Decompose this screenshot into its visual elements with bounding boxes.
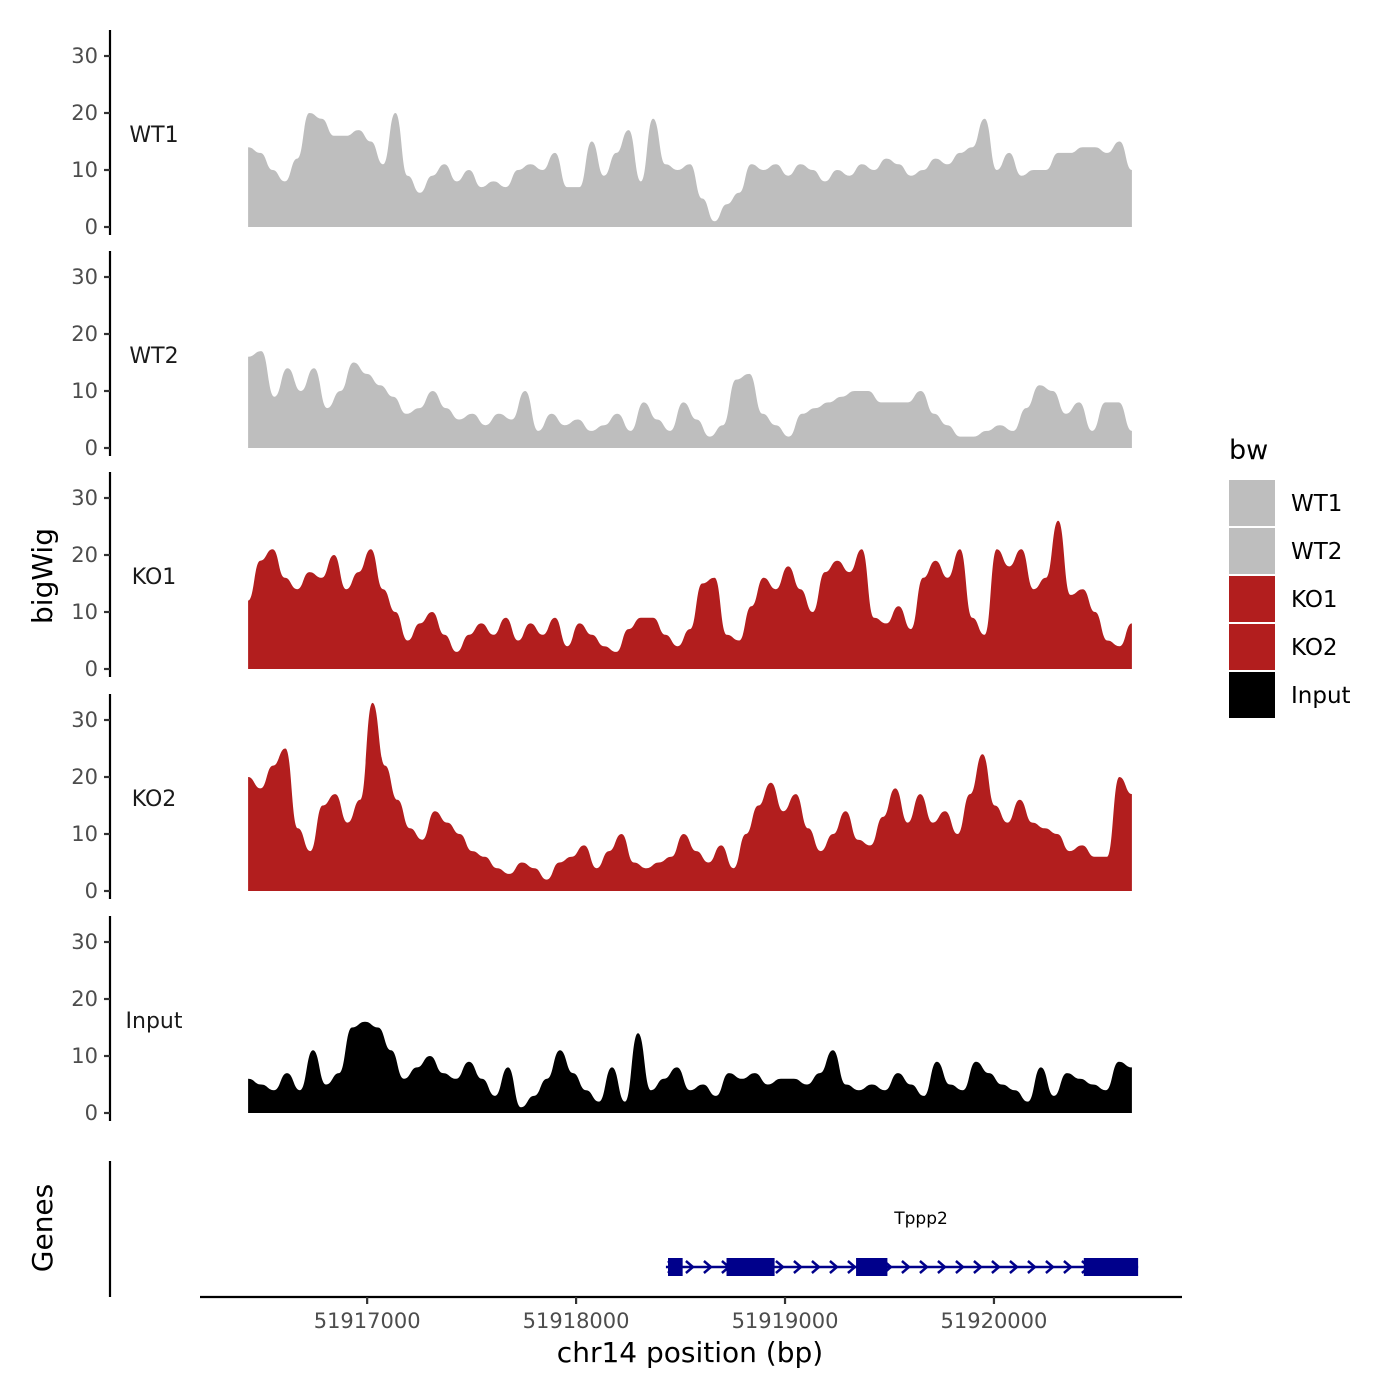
legend-label-input: Input (1291, 683, 1351, 709)
x-tick-label: 51919000 (732, 1309, 839, 1333)
x-axis-title: chr14 position (bp) (557, 1336, 823, 1369)
x-tick-label: 51918000 (523, 1309, 630, 1333)
strand-chevron-icon (703, 1260, 713, 1274)
y-tick-label: 30 (71, 486, 98, 510)
y-tick-label: 20 (71, 543, 98, 567)
strand-chevron-icon (775, 1260, 785, 1274)
gene-exon (1083, 1258, 1139, 1276)
track-label-wt2: WT2 (129, 344, 178, 369)
track-wt1: 0 10 20 30 WT1 (71, 30, 1132, 239)
legend-key-ko2 (1229, 624, 1275, 670)
y-axis-title: bigWig (26, 528, 59, 624)
y-tick-label: 0 (85, 1101, 98, 1125)
legend-title: bw (1229, 435, 1268, 466)
track-ko2: 0 10 20 30 KO2 (71, 694, 1132, 903)
strand-chevron-icon (793, 1260, 803, 1274)
track-label-ko1: KO1 (132, 565, 177, 590)
strand-chevron-icon (955, 1260, 965, 1274)
y-tick-label: 10 (71, 600, 98, 624)
track-label-ko2: KO2 (132, 787, 177, 812)
x-tick-label: 51917000 (314, 1309, 421, 1333)
y-tick-label: 20 (71, 101, 98, 125)
gene-exon (668, 1258, 683, 1276)
strand-chevron-icon (1045, 1260, 1055, 1274)
gene-name-label: Tppp2 (893, 1209, 948, 1229)
track-input: 0 10 20 30 Input (71, 916, 1132, 1125)
strand-chevron-icon (685, 1260, 695, 1274)
track-ko1: 0 10 20 30 KO1 (71, 472, 1132, 681)
gene-exon (726, 1258, 775, 1276)
y-tick-label: 10 (71, 158, 98, 182)
track-ko2-area (248, 702, 1132, 891)
x-tick-label: 51920000 (941, 1309, 1048, 1333)
strand-chevron-icon (991, 1260, 1001, 1274)
legend-label-wt2: WT2 (1291, 539, 1342, 565)
legend-key-input (1229, 672, 1275, 718)
track-input-area (248, 1021, 1132, 1113)
track-wt2-area (248, 351, 1132, 448)
y-tick-label: 30 (71, 265, 98, 289)
strand-chevron-icon (811, 1260, 821, 1274)
legend-label-wt1: WT1 (1291, 491, 1342, 517)
y-tick-label: 0 (85, 657, 98, 681)
strand-chevron-icon (1009, 1260, 1019, 1274)
y-tick-label: 10 (71, 379, 98, 403)
strand-chevron-icon (829, 1260, 839, 1274)
track-wt2: 0 10 20 30 WT2 (71, 251, 1132, 460)
strand-chevron-icon (901, 1260, 911, 1274)
x-axis: 51917000 51918000 51919000 51920000 (200, 1295, 1182, 1333)
legend-key-wt1 (1229, 480, 1275, 526)
legend-key-wt2 (1229, 528, 1275, 574)
y-tick-label: 10 (71, 822, 98, 846)
y-tick-label: 30 (71, 708, 98, 732)
track-label-wt1: WT1 (129, 123, 178, 148)
gene-exon (856, 1258, 888, 1276)
legend: WT1 WT2 KO1 KO2 Input (1229, 480, 1351, 718)
strand-chevron-icon (847, 1260, 857, 1274)
y-tick-label: 20 (71, 765, 98, 789)
y-tick-label: 0 (85, 215, 98, 239)
genes-axis-title: Genes (26, 1184, 59, 1272)
strand-chevron-icon (973, 1260, 983, 1274)
track-ko1-area (248, 520, 1132, 669)
strand-chevron-icon (1027, 1260, 1037, 1274)
legend-key-ko1 (1229, 576, 1275, 622)
strand-chevron-icon (937, 1260, 947, 1274)
y-tick-label: 0 (85, 879, 98, 903)
y-tick-label: 20 (71, 987, 98, 1011)
y-tick-label: 10 (71, 1044, 98, 1068)
track-wt1-area (248, 113, 1132, 227)
y-tick-label: 30 (71, 44, 98, 68)
strand-chevron-icon (1063, 1260, 1073, 1274)
strand-chevron-icon (919, 1260, 929, 1274)
legend-label-ko2: KO2 (1291, 635, 1338, 661)
gene-track: Tppp2 (108, 1161, 1139, 1297)
y-tick-label: 30 (71, 930, 98, 954)
y-tick-label: 0 (85, 436, 98, 460)
tracks-layer: 0 10 20 30 WT1 0 10 20 30 WT2 0 10 20 30 KO1 0 10 20 30 KO2… (71, 30, 1132, 1125)
legend-label-ko1: KO1 (1291, 587, 1338, 613)
y-tick-label: 20 (71, 322, 98, 346)
track-label-input: Input (126, 1009, 183, 1034)
